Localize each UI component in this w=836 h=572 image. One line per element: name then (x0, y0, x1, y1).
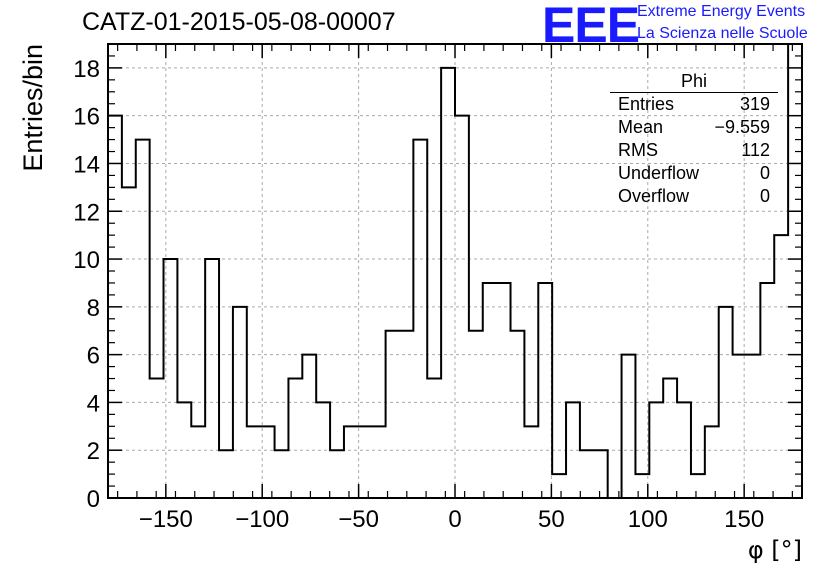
stats-row-entries: Entries 319 (610, 93, 778, 116)
stats-label: RMS (618, 140, 658, 160)
grid-lines (108, 44, 802, 498)
stats-row-rms: RMS 112 (610, 139, 778, 162)
stats-label: Overflow (618, 186, 690, 206)
stats-label: Underflow (618, 163, 700, 183)
y-tick-label: 8 (87, 295, 100, 322)
stats-value: 0 (759, 163, 770, 183)
axes: −150 −100 −50 0 50 100 150 0 2 4 6 8 10 12 14 16 18 (73, 44, 802, 533)
stats-label: Mean (618, 117, 664, 137)
x-tick-label: −100 (235, 506, 289, 533)
stats-label: Entries (618, 94, 675, 114)
y-tick-label: 10 (73, 247, 100, 274)
x-tick-label: 150 (724, 506, 764, 533)
y-tick-label: 18 (73, 56, 100, 83)
y-tick-label: 14 (73, 151, 100, 178)
x-tick-label: −150 (139, 506, 193, 533)
stats-value: 0 (759, 186, 770, 206)
y-tick-label: 16 (73, 104, 100, 131)
stats-title: Phi (610, 70, 778, 93)
y-tick-label: 0 (87, 486, 100, 513)
x-tick-label: 100 (628, 506, 668, 533)
x-axis-label: φ [°] (748, 536, 802, 564)
stats-row-underflow: Underflow 0 (610, 162, 778, 185)
stats-row-mean: Mean −9.559 (610, 116, 778, 139)
y-tick-label: 4 (87, 390, 100, 417)
y-axis-label: Entries/bin (18, 44, 48, 172)
y-tick-label: 6 (87, 343, 100, 370)
stats-value: 112 (741, 140, 770, 160)
x-tick-label: 50 (538, 506, 565, 533)
stats-value: −9.559 (714, 117, 770, 137)
histogram-series (108, 43, 802, 499)
y-tick-label: 12 (73, 199, 100, 226)
eee-logo: EEE (542, 0, 640, 53)
y-tick-label: 2 (87, 438, 100, 465)
chart-title: CATZ-01-2015-05-08-00007 (82, 8, 396, 36)
logo-tagline-1: Extreme Energy Events (637, 3, 806, 20)
logo-tagline-2: La Scienza nelle Scuole (637, 25, 808, 42)
x-tick-label: −50 (338, 506, 379, 533)
stats-box: Phi Entries 319 Mean −9.559 RMS 112 Unde… (610, 70, 778, 208)
x-tick-label: 0 (448, 506, 461, 533)
stats-row-overflow: Overflow 0 (610, 185, 778, 208)
stats-value: 319 (739, 94, 770, 114)
